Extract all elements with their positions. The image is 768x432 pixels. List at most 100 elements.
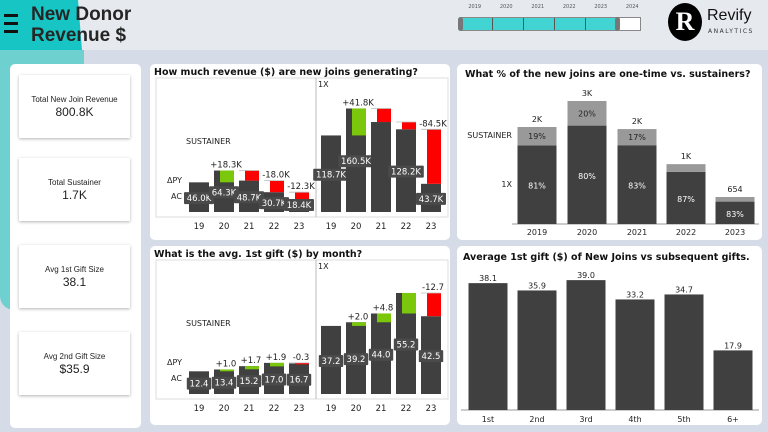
x-tick-label: 21 — [376, 404, 387, 414]
x-tick-label: 1st — [482, 415, 494, 424]
timeline-segment-2019[interactable] — [462, 18, 493, 30]
negative-delta-bar — [295, 192, 309, 201]
total-label: 3K — [582, 89, 593, 98]
timeline-segment-2022[interactable] — [555, 18, 586, 30]
onetime-pct-label: 83% — [726, 210, 744, 219]
kpi-value: 1.7K — [62, 188, 87, 202]
onetime-bar — [715, 201, 755, 224]
timeline-track[interactable] — [461, 17, 641, 31]
x-tick-label: 19 — [326, 222, 337, 232]
timeline-year-label[interactable]: 2022 — [562, 4, 576, 10]
kpi-panel: Total New Join Revenue 800.8K Total Susta… — [10, 64, 141, 428]
timeline-segment-2021[interactable] — [524, 18, 555, 30]
sustainer-bar — [517, 127, 557, 146]
bar — [517, 290, 557, 410]
sustainer-pct-label: 17% — [628, 133, 646, 142]
positive-delta-bar — [270, 362, 284, 367]
bar — [713, 350, 753, 410]
timeline-segment-2020[interactable] — [493, 18, 524, 30]
year-timeline-slicer[interactable]: 2019 2020 2021 2022 2023 2024 — [453, 4, 643, 40]
kpi-card-avg-1st-gift: Avg 1st Gift Size 38.1 — [19, 245, 130, 308]
data-label: 35.9 — [528, 281, 546, 290]
value-label-bg — [313, 168, 349, 181]
sustainer-pct-label: 19% — [528, 132, 546, 141]
timeline-year-label[interactable]: 2024 — [625, 4, 639, 10]
delta-label: +18.3K — [210, 161, 242, 171]
delta-label: -84.5K — [419, 119, 447, 129]
x-tick-label: 20 — [219, 404, 230, 414]
timeline-year-label[interactable]: 2023 — [594, 4, 608, 10]
logo-name: Revify — [707, 7, 752, 24]
timeline-year-label[interactable]: 2020 — [499, 4, 513, 10]
value-label: 44.0 — [372, 351, 391, 361]
row-label-ac: AC — [171, 192, 182, 201]
x-tick-label: 22 — [269, 222, 280, 232]
x-tick-label: 19 — [194, 222, 205, 232]
kpi-label: Total New Join Revenue — [31, 95, 118, 104]
value-label: 13.4 — [215, 379, 234, 389]
x-tick-label: 2020 — [577, 228, 597, 237]
chart-title: Average 1st gift ($) of New Joins vs sub… — [463, 252, 750, 263]
onetime-bar — [666, 171, 706, 224]
timeline-end-handle[interactable] — [615, 17, 620, 31]
page-title: New Donor Revenue $ — [31, 4, 131, 46]
x-tick-label: 19 — [194, 404, 205, 414]
row-label-1x: 1X — [318, 262, 329, 271]
negative-delta-bar — [402, 122, 416, 130]
onetime-pct-label: 83% — [628, 182, 646, 191]
revify-logo: R Revify ANALYTICS — [668, 3, 768, 43]
delta-label: +1.9 — [266, 353, 287, 363]
bar — [664, 294, 704, 410]
revenue-variance-svg: SUSTAINER 1X ΔPY AC 46.0K 19 +18.3K 64.3K 20 48.7… — [155, 77, 449, 232]
x-tick-label: 2022 — [676, 228, 696, 237]
x-tick-label: 2021 — [627, 228, 647, 237]
delta-label: +4.8 — [373, 303, 394, 313]
x-tick-label: 21 — [244, 404, 255, 414]
x-tick-label: 22 — [269, 404, 280, 414]
kpi-card-total-revenue: Total New Join Revenue 800.8K — [19, 75, 130, 138]
x-tick-label: 3rd — [579, 415, 592, 424]
x-tick-label: 2019 — [527, 228, 547, 237]
value-label-bg — [416, 192, 446, 205]
sustainer-bar — [666, 164, 706, 172]
total-label: 1K — [681, 152, 692, 161]
value-label-bg — [234, 191, 264, 204]
row-label-sustainer: SUSTAINER — [186, 137, 231, 146]
actual-bar — [371, 122, 391, 212]
x-tick-label: 20 — [351, 222, 362, 232]
positive-delta-bar — [245, 366, 259, 370]
row-label-1x: 1X — [318, 80, 329, 89]
data-label: 38.1 — [479, 274, 497, 283]
hamburger-menu-icon[interactable] — [4, 14, 18, 34]
value-label: 64.3K — [212, 188, 237, 198]
row-label-sustainer: SUSTAINER — [467, 131, 512, 140]
data-label: 33.2 — [626, 290, 644, 299]
x-tick-label: 20 — [219, 222, 230, 232]
timeline-year-label[interactable]: 2021 — [531, 4, 545, 10]
delta-label: +41.8K — [342, 98, 374, 108]
delta-label: +2.0 — [348, 312, 369, 322]
x-tick-label: 21 — [244, 222, 255, 232]
negative-delta-bar — [427, 292, 441, 317]
kpi-label: Avg 1st Gift Size — [45, 265, 104, 274]
kpi-value: 800.8K — [55, 105, 94, 119]
row-label-ac: AC — [171, 374, 182, 383]
value-label-bg — [393, 338, 419, 351]
timeline-segment-2023[interactable] — [586, 18, 617, 30]
onetime-bar — [567, 125, 607, 224]
timeline-year-label[interactable]: 2019 — [468, 4, 482, 10]
x-tick-label: 23 — [294, 222, 305, 232]
kpi-value: $35.9 — [59, 362, 90, 376]
negative-delta-bar — [270, 180, 284, 193]
chart-title: How much revenue ($) are new joins gener… — [154, 67, 418, 78]
sustainer-bar — [617, 129, 657, 146]
x-tick-label: 23 — [426, 404, 437, 414]
value-label: 55.2 — [397, 340, 416, 350]
x-tick-label: 4th — [628, 415, 641, 424]
onetime-vs-sustainer-chart: What % of the new joins are one-time vs.… — [457, 64, 762, 240]
chart-title: What % of the new joins are one-time vs.… — [465, 69, 751, 80]
timeline-start-handle[interactable] — [458, 17, 463, 31]
total-label: 654 — [727, 185, 742, 194]
chart-title: What is the avg. 1st gift ($) by month? — [154, 249, 363, 260]
value-label: 15.2 — [240, 377, 259, 387]
